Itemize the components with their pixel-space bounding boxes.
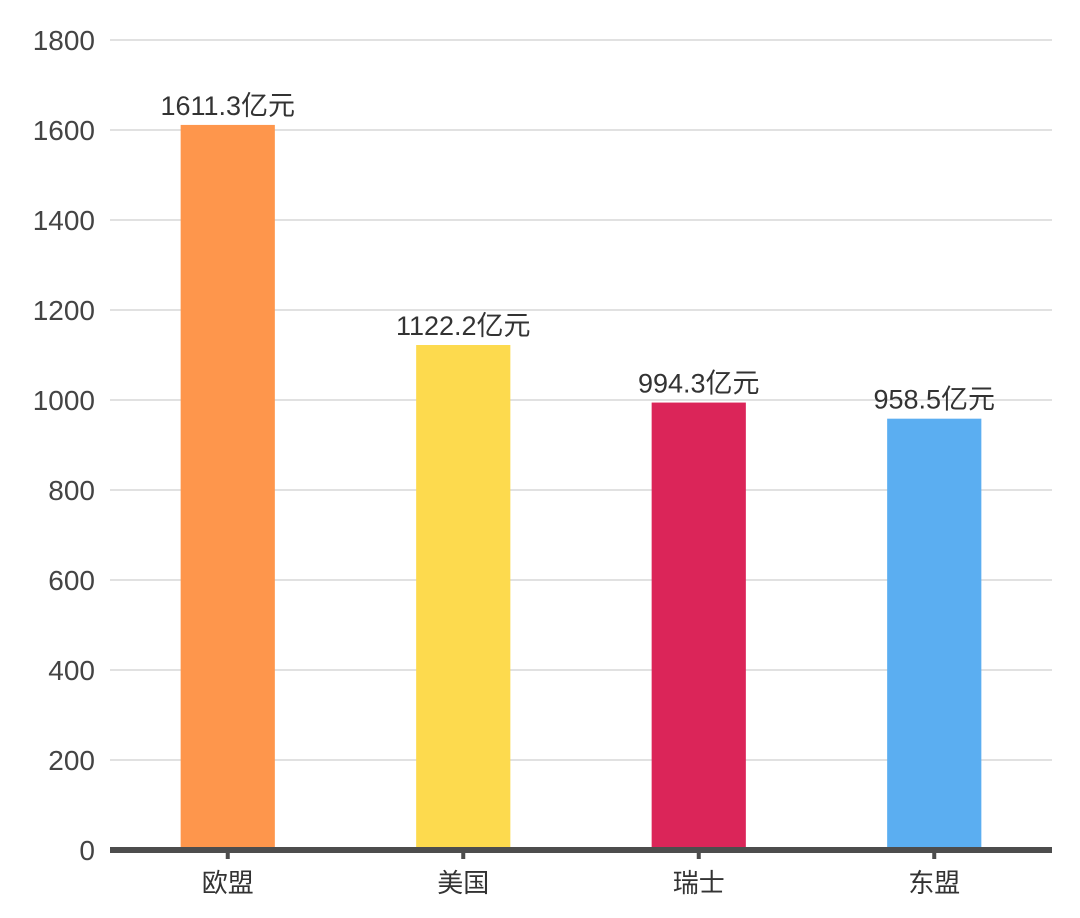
bar-value-label-2: 1122.2亿元: [396, 311, 531, 341]
x-tick-label-3: 瑞士: [673, 869, 725, 899]
y-tick-label-1600: 1600: [33, 115, 95, 146]
x-tick-1: [225, 853, 230, 859]
x-axis: 欧盟 美国 瑞士 东盟: [110, 847, 1052, 899]
y-tick-label-1800: 1800: [33, 25, 95, 56]
x-tick-label-1: 欧盟: [202, 869, 254, 899]
y-tick-label-1000: 1000: [33, 385, 95, 416]
y-tick-label-400: 400: [48, 655, 95, 686]
y-tick-label-200: 200: [48, 745, 95, 776]
y-axis-tick-labels: 0 200 400 600 800 1000 1200 1400 1600 1800: [33, 25, 95, 866]
bar-3: [651, 402, 746, 850]
y-tick-label-600: 600: [48, 565, 95, 596]
x-tick-2: [461, 853, 466, 859]
x-tick-label-4: 东盟: [908, 869, 960, 899]
x-tick-label-2: 美国: [437, 869, 489, 899]
y-tick-label-800: 800: [48, 475, 95, 506]
x-tick-3: [696, 853, 701, 859]
bar-1: [180, 124, 275, 851]
x-axis-line: [110, 847, 1052, 853]
bar-value-label-4: 958.5亿元: [873, 385, 995, 415]
y-tick-label-1400: 1400: [33, 205, 95, 236]
y-tick-label-0: 0: [79, 835, 95, 866]
bar-value-label-1: 1611.3亿元: [160, 91, 295, 121]
bar-value-labels: 1611.3亿元 1122.2亿元 994.3亿元 958.5亿元: [160, 91, 995, 415]
y-tick-label-1200: 1200: [33, 295, 95, 326]
bars: [180, 124, 982, 851]
bar-value-label-3: 994.3亿元: [638, 369, 760, 399]
bar-2: [416, 345, 511, 850]
x-tick-4: [932, 853, 937, 859]
bar-4: [887, 418, 982, 850]
